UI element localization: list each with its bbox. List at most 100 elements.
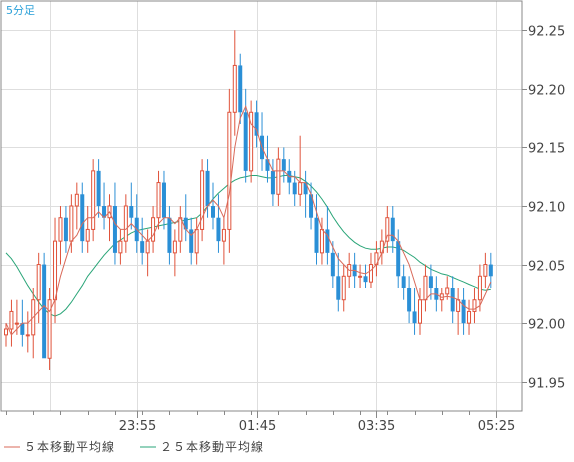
candle xyxy=(85,206,90,253)
y-tick-label: 92.15 xyxy=(528,142,565,157)
candle-body-up xyxy=(178,217,183,242)
candle xyxy=(4,323,8,347)
candle-body-up xyxy=(91,170,96,230)
candle xyxy=(401,264,406,300)
candle xyxy=(96,159,101,218)
candle xyxy=(216,194,221,253)
candle xyxy=(314,194,319,265)
candle-body-up xyxy=(4,328,8,336)
candle xyxy=(303,170,308,218)
candle-body-down xyxy=(314,217,319,253)
candle-body-down xyxy=(216,217,221,242)
candle xyxy=(472,288,477,324)
candle xyxy=(336,252,341,312)
candle-body-down xyxy=(238,65,243,113)
candle xyxy=(341,264,346,312)
y-tick-label: 91.95 xyxy=(528,377,565,392)
candle xyxy=(330,241,335,288)
candle-body-down xyxy=(412,311,417,324)
candle-body-down xyxy=(488,264,493,277)
candle-body-up xyxy=(151,217,156,242)
candle xyxy=(140,217,145,265)
candle-body-down xyxy=(20,323,25,335)
candle-body-up xyxy=(58,217,63,242)
candle xyxy=(461,288,466,335)
candle xyxy=(42,252,47,359)
candle xyxy=(249,100,254,183)
y-tick-label: 92.20 xyxy=(528,84,565,99)
candle-body-up xyxy=(467,310,472,324)
candle xyxy=(211,182,215,230)
ma25-line-group xyxy=(5,175,491,317)
candle xyxy=(232,30,237,136)
legend-ma25-label: ２５本移動平均線 xyxy=(160,439,264,454)
candle xyxy=(151,206,156,253)
candle xyxy=(243,88,248,183)
candle xyxy=(358,264,363,288)
candle-body-up xyxy=(477,275,482,301)
candle xyxy=(385,206,390,253)
candle-body-up xyxy=(85,228,90,242)
candle-body-down xyxy=(309,194,314,218)
candle xyxy=(189,217,194,265)
candle xyxy=(102,182,107,230)
candle xyxy=(9,299,14,347)
legend: ５本移動平均線 ２５本移動平均線 xyxy=(4,439,264,454)
candle xyxy=(25,311,30,353)
candle-body-down xyxy=(42,264,47,359)
candle-body-up xyxy=(69,205,74,242)
candle-body-down xyxy=(303,182,308,195)
candle-body-down xyxy=(401,276,406,288)
x-axis-ticks: 23:55 01:45 03:35 05:25 xyxy=(6,411,515,434)
candle-body-up xyxy=(298,182,303,195)
candle-body-up xyxy=(74,193,79,207)
candle-body-up xyxy=(227,111,232,230)
candle-body-down xyxy=(270,170,275,195)
candle xyxy=(227,88,232,253)
candle-body-down xyxy=(363,276,368,283)
candle-body-up xyxy=(145,240,150,254)
x-tick-label: 01:45 xyxy=(239,419,276,434)
x-tick-label: 03:35 xyxy=(358,419,395,434)
candle xyxy=(47,288,52,370)
candle xyxy=(276,147,281,206)
candle xyxy=(270,159,275,206)
candle-body-up xyxy=(483,264,488,277)
candle-body-up xyxy=(25,334,30,337)
candle-body-up xyxy=(200,170,205,230)
candle xyxy=(281,147,286,183)
candle-body-up xyxy=(221,228,226,242)
candle-body-up xyxy=(341,275,346,301)
candle xyxy=(63,206,68,253)
candle xyxy=(129,182,134,230)
x-tick-label: 23:55 xyxy=(119,419,156,434)
candle xyxy=(205,159,210,218)
ma25-line xyxy=(5,175,491,317)
candle-body-down xyxy=(63,217,68,242)
candle-body-up xyxy=(172,240,177,254)
candle xyxy=(58,206,63,265)
candle xyxy=(200,159,205,242)
candle-body-up xyxy=(319,228,324,254)
candle-body-down xyxy=(461,299,466,324)
candle xyxy=(123,194,128,253)
candle-body-up xyxy=(53,240,58,301)
candle xyxy=(221,217,226,265)
candle xyxy=(412,288,417,335)
y-tick-label: 92.25 xyxy=(528,25,565,40)
candle xyxy=(167,206,172,265)
candle-body-down xyxy=(281,159,286,171)
candle-body-up xyxy=(156,182,161,219)
candle-body-down xyxy=(243,112,248,171)
timeframe-label: 5分足 xyxy=(6,4,35,17)
candle-body-down xyxy=(265,159,270,171)
candle-body-up xyxy=(194,228,199,254)
candle xyxy=(467,299,472,335)
candle xyxy=(91,159,96,242)
candle xyxy=(161,170,166,230)
candle-body-up xyxy=(14,322,19,325)
candle-body-down xyxy=(80,194,85,242)
candle-body-down xyxy=(407,288,412,312)
candle-body-up xyxy=(118,240,123,254)
